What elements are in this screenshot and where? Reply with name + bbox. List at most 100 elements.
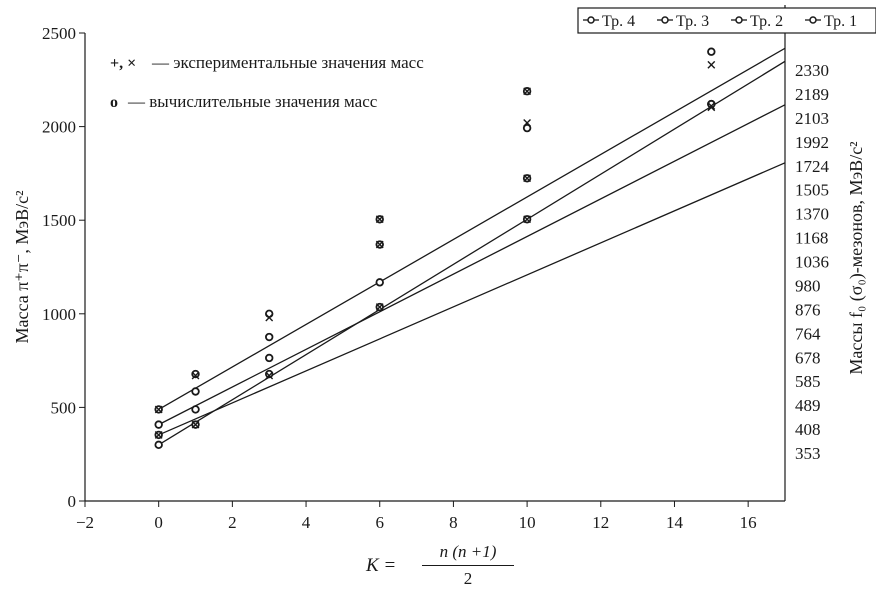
experimental-point	[154, 405, 163, 414]
y-axis-label: Масса π⁺π⁻, МэВ/c²	[12, 191, 32, 344]
series-group	[154, 99, 785, 440]
experimental-point	[523, 215, 532, 224]
experimental-point	[707, 102, 716, 110]
x-tick-label: 2	[228, 513, 237, 532]
right-mass-label: 678	[795, 348, 821, 367]
x-label-numerator: n (n +1)	[439, 542, 497, 561]
legend-marker	[809, 16, 817, 24]
right-mass-label: 1370	[795, 205, 829, 224]
experimental-mark	[375, 303, 384, 311]
x-label-denominator: 2	[463, 569, 473, 588]
legend-entry: Тр. 1	[805, 13, 857, 30]
experimental-point	[523, 174, 532, 183]
legend-box	[577, 7, 876, 34]
right-mass-label: 1724	[795, 157, 830, 176]
legend-marker	[587, 16, 595, 24]
experimental-mark	[191, 371, 200, 380]
x-tick-label: 12	[592, 513, 609, 532]
x-axis-label: K = n (n +1) 2	[366, 541, 536, 597]
legend-label: Тр. 4	[602, 13, 635, 30]
right-mass-label: 1036	[795, 253, 829, 272]
right-mass-label: 2330	[795, 61, 829, 80]
computed-point	[375, 278, 384, 287]
experimental-mark	[375, 240, 384, 249]
experimental-mark	[154, 431, 163, 439]
experimental-mark	[707, 60, 716, 69]
experimental-point	[523, 118, 532, 127]
x-tick-label: 14	[666, 513, 684, 532]
right-mass-label: 764	[795, 324, 821, 343]
computed-point	[265, 332, 274, 342]
annotation-text: — вычислительные значения масс	[127, 92, 378, 111]
y-tick-label: 2500	[42, 24, 76, 43]
experimental-point	[191, 371, 200, 380]
x-tick-label: 6	[375, 513, 384, 532]
computed-point	[154, 440, 163, 450]
experimental-point	[265, 313, 274, 322]
annotations: +, × — экспериментальные значения масс o — …	[110, 53, 424, 111]
right-mass-label: 489	[795, 396, 821, 415]
series-line	[158, 162, 785, 436]
x-tick-label: 16	[740, 513, 757, 532]
legend-label: Тр. 3	[676, 13, 709, 30]
experimental-mark	[523, 215, 532, 224]
right-axis-label: Массы f₀ (σ₀)-мезонов, МэВ/c²	[846, 141, 867, 374]
series-line	[158, 47, 785, 411]
x-tick-label: −2	[76, 513, 94, 532]
right-mass-label: 1992	[795, 133, 829, 152]
x-label-fraction-bar	[422, 565, 514, 566]
series-line	[158, 104, 785, 426]
experimental-mark	[523, 87, 532, 96]
experimental-mark	[523, 174, 532, 183]
experimental-mark	[265, 313, 274, 322]
computed-point	[707, 99, 716, 109]
computed-point	[522, 123, 532, 133]
computed-point	[191, 369, 200, 379]
legend-marker	[661, 16, 669, 24]
experimental-point	[375, 215, 384, 224]
computed-point	[191, 387, 200, 396]
experimental-mark	[523, 118, 532, 127]
experimental-point	[375, 303, 384, 311]
computed-point	[191, 405, 200, 414]
right-mass-label: 353	[795, 444, 821, 463]
series-layer	[154, 47, 785, 450]
y-tick-label: 1500	[42, 211, 76, 230]
experimental-point	[523, 87, 532, 96]
series-group	[154, 60, 785, 450]
series-group	[154, 47, 785, 429]
experimental-point	[265, 371, 274, 380]
computed-point	[154, 420, 163, 429]
y-tick-label: 0	[68, 492, 77, 511]
legend-entry: Тр. 4	[583, 13, 635, 30]
series-line	[158, 60, 785, 446]
y-tick-label: 1000	[42, 305, 76, 324]
experimental-mark	[191, 420, 200, 429]
x-label-lhs: K =	[366, 555, 397, 576]
legend-marker	[735, 16, 743, 24]
experimental-mark	[375, 215, 384, 224]
experimental-point	[191, 420, 200, 429]
y-tick-label: 500	[51, 398, 77, 417]
x-label-fraction: n (n +1) 2	[418, 541, 518, 590]
x-tick-label: 8	[449, 513, 458, 532]
right-mass-label: 2103	[795, 109, 829, 128]
y-tick-label: 2000	[42, 118, 76, 137]
x-tick-label: 0	[154, 513, 163, 532]
experimental-point	[707, 60, 716, 69]
right-mass-label: 408	[795, 420, 821, 439]
right-mass-label: 1168	[795, 229, 828, 248]
right-mass-label: 876	[795, 300, 821, 319]
annotation-symbols: +, ×	[110, 55, 136, 72]
computed-point	[265, 369, 274, 379]
legend: Тр. 4 Тр. 3 Тр. 2 Тр. 1	[577, 7, 876, 34]
x-tick-label: 10	[519, 513, 536, 532]
experimental-point	[375, 240, 384, 249]
experimental-mark	[154, 405, 163, 414]
right-mass-label: 2189	[795, 85, 829, 104]
experimental-mark	[707, 102, 716, 110]
right-mass-label: 1505	[795, 181, 829, 200]
legend-entry: Тр. 2	[731, 13, 783, 30]
legend-label: Тр. 1	[824, 13, 857, 30]
